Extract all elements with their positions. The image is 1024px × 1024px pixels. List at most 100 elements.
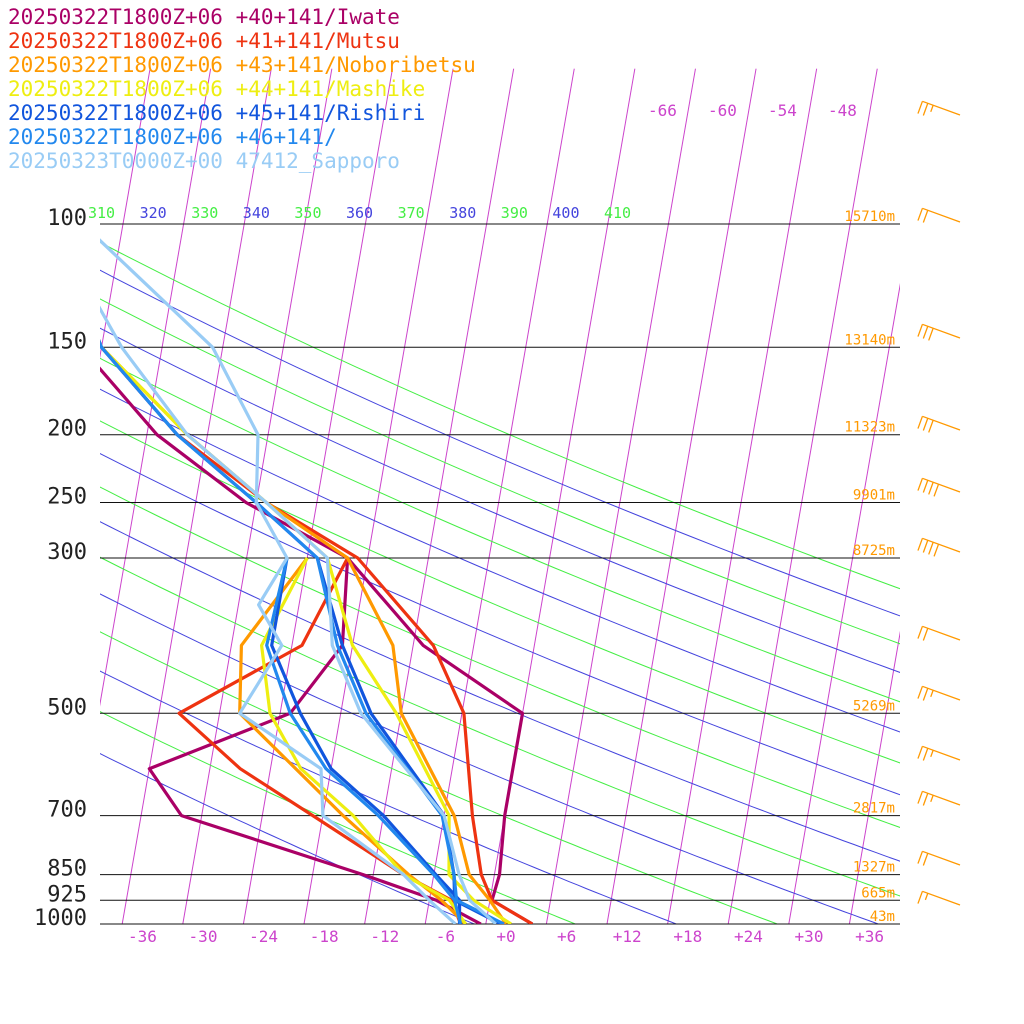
wind-barb [922, 323, 961, 339]
pressure-label: 925 [47, 882, 87, 907]
upper-temperature-label: -66 [648, 101, 677, 120]
wind-barb [922, 688, 929, 701]
isotherm-line [606, 68, 757, 924]
isotherm-line [788, 283, 900, 924]
wind-barb [922, 745, 961, 761]
legend-entry: 20250322T1800Z+06 +45+141/Rishiri [8, 101, 425, 125]
height-label: 665m [861, 885, 895, 901]
isentrope-line [100, 388, 900, 733]
isotherm-line [364, 68, 515, 924]
height-label: 9901m [853, 488, 895, 504]
pressure-label: 1000 [34, 906, 87, 931]
wind-barb [922, 210, 929, 223]
theta-label: 400 [552, 204, 579, 222]
wind-barb [924, 893, 929, 901]
wind-barb [922, 625, 961, 641]
isentrope-line [100, 298, 900, 645]
temperature-profile [100, 305, 497, 924]
dewpoint-profile [265, 557, 463, 924]
height-label: 5269m [853, 698, 895, 714]
wind-barb [922, 790, 961, 806]
sounding-profiles [100, 238, 534, 924]
isotherm-line [667, 68, 818, 924]
wind-barb [922, 853, 929, 866]
wind-barb [922, 685, 961, 701]
wind-barb [917, 478, 924, 491]
height-label: 43m [870, 909, 895, 925]
isotherm-line [848, 630, 900, 924]
wind-barb [928, 420, 934, 433]
legend-entry: 20250322T1800Z+06 +46+141/ [8, 125, 337, 149]
isentrope-line [100, 420, 900, 764]
wind-barb [917, 891, 924, 904]
isotherm-line [242, 68, 393, 924]
wind-barb [928, 328, 934, 341]
isotherm-line [424, 68, 575, 924]
height-label: 2817m [853, 801, 895, 817]
pressure-label: 500 [47, 695, 87, 720]
isentrope-line [100, 593, 879, 924]
height-label: 13140m [844, 332, 895, 348]
wind-barb [917, 101, 924, 114]
dewpoint-profile [270, 557, 462, 924]
potential-temperature-labels: 310 320 330 340 350 360 370 380 390 400 410 [88, 204, 631, 222]
temperature-profile [100, 339, 505, 924]
dewpoint-profile [238, 557, 467, 924]
temperature-tick-label: +6 [557, 927, 576, 946]
upper-temperature-label: -48 [828, 101, 857, 120]
wind-barb [917, 746, 924, 759]
theta-label: 360 [346, 204, 373, 222]
wind-barb [930, 105, 934, 113]
theta-label: 410 [604, 204, 631, 222]
isentrope-line [100, 556, 900, 897]
isobars: 100 15710m 150 13140m 200 11323m 250 9901m 300 87… [34, 206, 900, 931]
wind-barb [922, 890, 961, 906]
wind-barb [922, 207, 961, 223]
temperature-tick-label: -30 [189, 927, 218, 946]
temperature-tick-label: +18 [673, 927, 702, 946]
temperature-tick-label: +36 [855, 927, 884, 946]
temperature-tick-label: -12 [370, 927, 399, 946]
wind-barb [917, 686, 924, 699]
legend-entry: 20250322T1800Z+06 +41+141/Mutsu [8, 29, 400, 53]
wind-barb [933, 543, 940, 557]
isentrope-line [100, 241, 900, 590]
isotherm-line [0, 69, 29, 924]
wind-barb [917, 416, 924, 429]
legend-entry: 20250322T1800Z+06 +40+141/Iwate [8, 5, 400, 29]
height-label: 11323m [844, 420, 895, 436]
isentrope-line [100, 453, 900, 796]
theta-label: 330 [191, 204, 218, 222]
wind-barb [922, 477, 961, 493]
height-label: 1327m [853, 860, 895, 876]
isentrope-line [100, 486, 900, 828]
isotherm-line [100, 68, 151, 359]
wind-barb [928, 542, 934, 555]
theta-label: 310 [88, 204, 115, 222]
wind-barb [922, 850, 961, 866]
wind-barb [917, 851, 924, 864]
wind-barb [922, 628, 929, 641]
theta-label: 380 [449, 204, 476, 222]
legend-entry: 20250323T0000Z+00 47412_Sapporo [8, 149, 400, 173]
pressure-label: 200 [47, 417, 87, 442]
wind-barb [922, 103, 929, 116]
temperature-tick-label: -24 [249, 927, 278, 946]
wind-barb [933, 483, 940, 497]
wind-barb [917, 626, 924, 639]
wind-barb [930, 795, 934, 803]
theta-label: 320 [140, 204, 167, 222]
wind-barb [922, 537, 961, 553]
isotherm-line [100, 68, 212, 707]
isentrope-line [100, 327, 900, 673]
isotherm-line [121, 68, 272, 924]
dewpoint-profile [260, 557, 467, 924]
isotherm-line [303, 68, 454, 924]
isentrope-line [100, 670, 677, 924]
legend-entry: 20250322T1800Z+06 +44+141/Mashike [8, 77, 425, 101]
legend-entry: 20250322T1800Z+06 +43+141/Noboribetsu [8, 53, 476, 77]
theta-label: 340 [243, 204, 270, 222]
wind-barb [922, 748, 929, 761]
isentrope-line [100, 631, 778, 924]
